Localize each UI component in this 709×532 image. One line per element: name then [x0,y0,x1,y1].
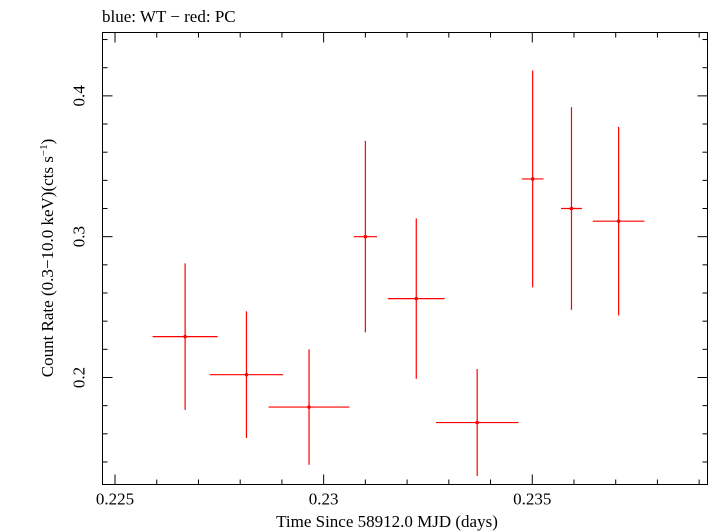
y-tick-label: 0.2 [70,367,89,388]
data-point [152,263,218,410]
x-tick-label: 0.225 [96,490,134,509]
data-marker [414,296,419,301]
y-tick-label: 0.4 [70,85,89,107]
data-marker [475,420,479,425]
data-point [561,107,582,310]
data-series [152,70,645,477]
data-marker [616,219,621,223]
y-axis-label-end: ) [38,139,57,145]
data-point [353,140,378,333]
data-point [435,369,519,477]
y-axis-label-exponent: −1 [38,144,50,156]
data-marker [183,334,187,339]
x-axis-ticks: 0.225 0.23 0.235 [96,32,700,509]
x-axis-label: Time Since 58912.0 MJD (days) [276,512,498,531]
data-point [268,349,350,465]
y-axis-ticks: 0.2 0.3 0.4 [70,39,708,463]
chart-title: blue: WT − red: PC [102,7,236,26]
plot-frame [102,32,708,485]
data-marker [530,177,535,181]
data-point [387,218,445,379]
x-tick-label: 0.23 [309,490,339,509]
y-tick-label: 0.3 [70,226,89,247]
y-axis-label-main: Count Rate (0.3−10.0 keV)(cts s [38,156,57,377]
data-point [209,311,284,439]
data-marker [569,206,574,211]
x-tick-label: 0.235 [513,490,551,509]
data-marker [363,234,368,239]
data-point [521,70,544,288]
data-point [592,126,645,316]
y-axis-label: Count Rate (0.3−10.0 keV)(cts s−1) [38,139,57,378]
data-marker [307,405,311,409]
data-marker [244,372,249,377]
